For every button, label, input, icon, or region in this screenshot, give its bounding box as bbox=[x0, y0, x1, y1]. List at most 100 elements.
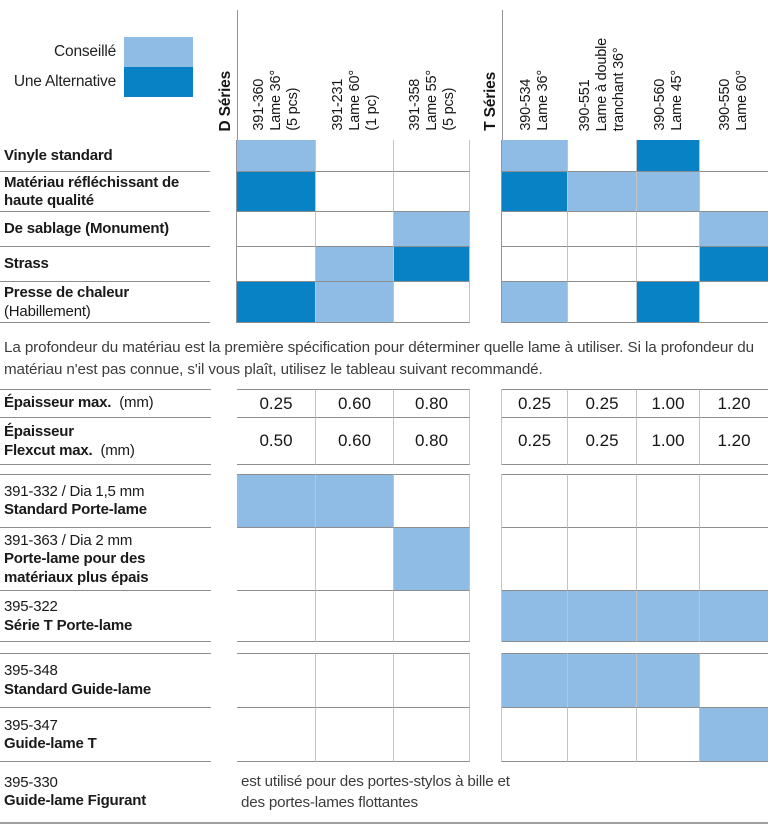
matrix-cell bbox=[700, 282, 768, 323]
row-label: De sablage (Monument) bbox=[0, 212, 237, 247]
table-row-strass: Strass bbox=[0, 247, 768, 282]
table-row-391-332: 391-332 / Dia 1,5 mm Standard Porte-lame bbox=[0, 474, 768, 528]
d-series-label: D Séries bbox=[217, 70, 234, 131]
row-label: Strass bbox=[0, 247, 237, 282]
column-header-t-series: T Séries bbox=[470, 0, 503, 140]
matrix-cell bbox=[237, 528, 316, 591]
matrix-cell bbox=[502, 172, 568, 212]
matrix-cell bbox=[700, 140, 768, 172]
matrix-cell bbox=[316, 708, 394, 762]
matrix-cell bbox=[700, 708, 768, 762]
matrix-cell bbox=[237, 653, 316, 708]
column-header-row: D Séries 391-360 Lame 36° (5 pcs) 391-23… bbox=[0, 0, 768, 140]
value-cell: 1.00 bbox=[637, 389, 700, 418]
row-label: Vinyle standard bbox=[0, 140, 237, 172]
matrix-cell bbox=[237, 474, 316, 528]
matrix-cell bbox=[568, 591, 637, 642]
legend-alternative-row: Une Alternative bbox=[0, 67, 193, 97]
matrix-cell bbox=[502, 247, 568, 282]
value-cell: 0.25 bbox=[237, 389, 316, 418]
row-label: 395-347 Guide-lame T bbox=[0, 708, 237, 762]
value-cell: 0.25 bbox=[568, 389, 637, 418]
matrix-cell bbox=[394, 247, 470, 282]
matrix-cell bbox=[237, 591, 316, 642]
matrix-cell bbox=[316, 247, 394, 282]
matrix-cell bbox=[637, 172, 700, 212]
matrix-cell bbox=[394, 172, 470, 212]
matrix-cell bbox=[502, 591, 568, 642]
matrix-cell bbox=[502, 212, 568, 247]
value-cell: 1.20 bbox=[700, 389, 768, 418]
row-label: Épaisseur max. (mm) bbox=[0, 389, 237, 418]
value-cell: 0.25 bbox=[502, 418, 568, 465]
value-cell: 0.50 bbox=[237, 418, 316, 465]
materials-table: Vinyle standard Matériau réfléchissant d… bbox=[0, 140, 768, 323]
usage-note: est utilisé pour des portes-stylos à bil… bbox=[241, 773, 510, 811]
matrix-cell bbox=[316, 653, 394, 708]
holders-table: 391-332 / Dia 1,5 mm Standard Porte-lame … bbox=[0, 474, 768, 822]
bottom-divider bbox=[0, 822, 768, 824]
row-label: Matériau réfléchissant de haute qualité bbox=[0, 172, 237, 212]
column-header-391-231: 391-231 Lame 60° (1 pc) bbox=[329, 70, 380, 131]
matrix-cell bbox=[637, 653, 700, 708]
matrix-cell bbox=[237, 140, 316, 172]
table-row-materiau-reflechissant: Matériau réfléchissant de haute qualité bbox=[0, 172, 768, 212]
column-header-390-560: 390-560 Lame 45° bbox=[651, 70, 685, 131]
matrix-cell bbox=[394, 140, 470, 172]
value-cell: 0.25 bbox=[502, 389, 568, 418]
matrix-cell bbox=[502, 474, 568, 528]
matrix-cell bbox=[568, 708, 637, 762]
matrix-cell bbox=[316, 474, 394, 528]
table-row-391-363: 391-363 / Dia 2 mm Porte-lame pour des ma… bbox=[0, 528, 768, 591]
table-row-395-347: 395-347 Guide-lame T bbox=[0, 708, 768, 762]
matrix-cell bbox=[394, 282, 470, 323]
column-header-391-358: 391-358 Lame 55° (5 pcs) bbox=[406, 70, 457, 131]
matrix-cell bbox=[316, 212, 394, 247]
matrix-cell bbox=[237, 247, 316, 282]
column-header-390-534: 390-534 Lame 36° bbox=[518, 70, 551, 131]
matrix-cell bbox=[502, 653, 568, 708]
legend: Conseillé Une Alternative bbox=[0, 37, 193, 97]
column-header-390-550: 390-550 Lame 60° bbox=[717, 70, 750, 131]
matrix-cell bbox=[394, 653, 470, 708]
matrix-cell bbox=[394, 474, 470, 528]
matrix-cell bbox=[637, 282, 700, 323]
column-header-390-551: 390-551 Lame à double tranchant 36° bbox=[577, 37, 627, 131]
matrix-cell bbox=[700, 591, 768, 642]
matrix-cell bbox=[637, 140, 700, 172]
row-label: 395-330 Guide-lame Figurant bbox=[4, 773, 147, 810]
t-series-label: T Séries bbox=[482, 72, 499, 131]
matrix-cell bbox=[394, 591, 470, 642]
column-header-d-series: D Séries bbox=[0, 0, 238, 140]
legend-alternative-label: Une Alternative bbox=[13, 73, 116, 90]
column-header-391-360: 391-360 Lame 36° (5 pcs) bbox=[251, 70, 301, 131]
table-row-de-sablage: De sablage (Monument) bbox=[0, 212, 768, 247]
thickness-table: Épaisseur max. (mm) 0.25 0.60 0.80 0.25 … bbox=[0, 389, 768, 465]
table-row-395-348: 395-348 Standard Guide-lame bbox=[0, 653, 768, 708]
matrix-cell bbox=[568, 282, 637, 323]
matrix-cell bbox=[394, 528, 470, 591]
matrix-cell bbox=[568, 528, 637, 591]
matrix-cell bbox=[637, 528, 700, 591]
matrix-cell bbox=[316, 172, 394, 212]
value-cell: 0.25 bbox=[568, 418, 637, 465]
spacer-row bbox=[0, 642, 768, 653]
table-row-395-330: 395-330 Guide-lame Figurant est utilisé p… bbox=[0, 762, 768, 822]
matrix-cell bbox=[502, 528, 568, 591]
row-label: Épaisseur Flexcut max. (mm) bbox=[0, 418, 237, 465]
matrix-cell bbox=[237, 172, 316, 212]
matrix-cell bbox=[568, 247, 637, 282]
legend-recommended-label: Conseillé bbox=[54, 43, 116, 60]
matrix-cell bbox=[502, 282, 568, 323]
matrix-cell bbox=[237, 282, 316, 323]
matrix-cell bbox=[637, 247, 700, 282]
matrix-cell bbox=[568, 212, 637, 247]
matrix-cell bbox=[700, 247, 768, 282]
matrix-cell bbox=[637, 708, 700, 762]
legend-recommended-swatch bbox=[124, 37, 193, 67]
row-label: 395-322 Série T Porte-lame bbox=[0, 591, 237, 642]
depth-note-paragraph: La profondeur du matériau est la premièr… bbox=[4, 339, 754, 378]
value-cell: 1.20 bbox=[700, 418, 768, 465]
table-row-vinyle-standard: Vinyle standard bbox=[0, 140, 768, 172]
matrix-cell bbox=[568, 653, 637, 708]
